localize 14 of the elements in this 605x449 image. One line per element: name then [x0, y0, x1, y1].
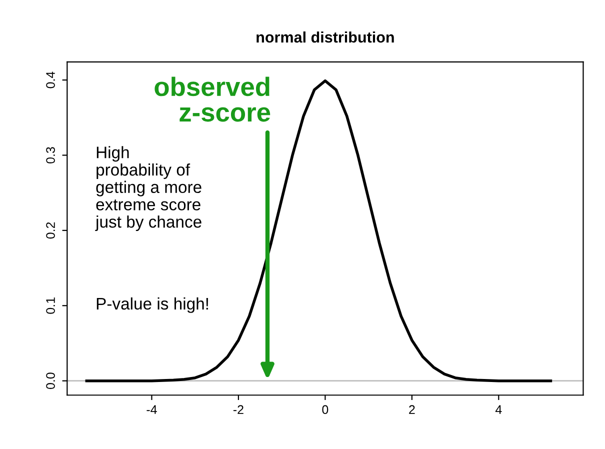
x-tick-label: -4 — [146, 405, 157, 414]
y-tick-label: 0.3 — [46, 147, 55, 164]
x-tick-label: -2 — [233, 405, 244, 414]
annotation: P-value is high! — [96, 297, 208, 313]
y-tick-label: 0.2 — [46, 222, 55, 239]
annotation: High probability of getting a more extreme score just by chance — [95, 146, 202, 232]
y-tick-label: 0.4 — [46, 72, 55, 88]
chart-title: normal distribution — [256, 31, 394, 43]
y-tick-label: 0.0 — [46, 372, 55, 390]
y-tick-label: 0.1 — [46, 298, 55, 314]
x-tick-label: 4 — [495, 405, 502, 414]
annotation: observed z-score — [154, 76, 270, 122]
x-tick-label: 0 — [322, 405, 328, 414]
x-tick-label: 2 — [409, 405, 415, 414]
